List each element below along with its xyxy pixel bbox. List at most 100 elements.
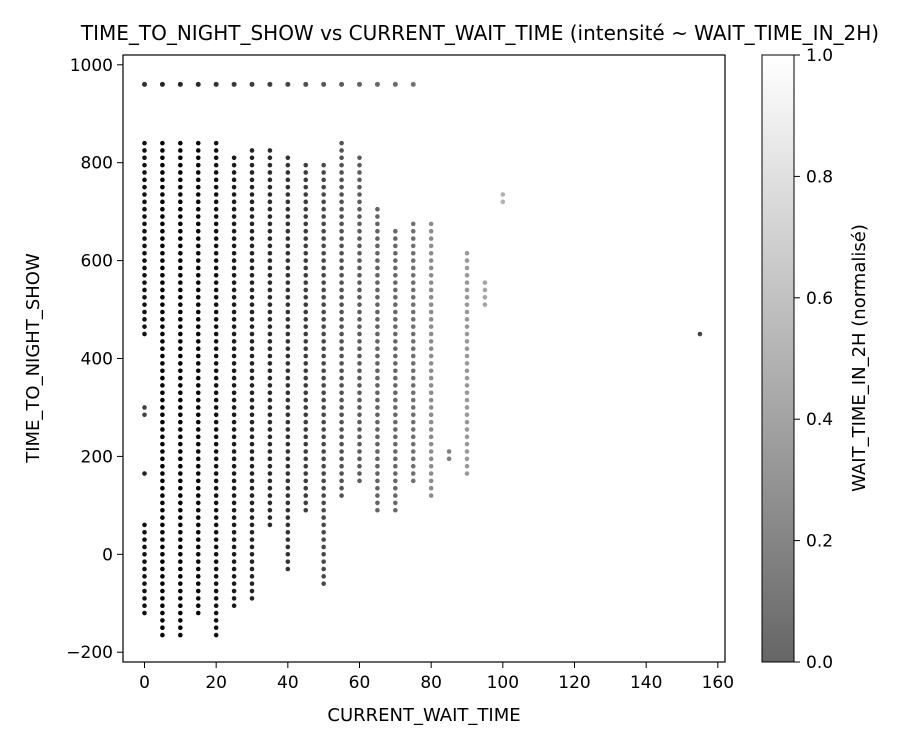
- scatter-point: [267, 236, 273, 241]
- scatter-point: [410, 471, 416, 476]
- scatter-point: [357, 258, 362, 263]
- scatter-point: [160, 162, 165, 168]
- scatter-point: [249, 515, 255, 520]
- scatter-point: [428, 346, 434, 352]
- scatter-point: [142, 250, 147, 256]
- scatter-point: [393, 236, 398, 241]
- scatter-point: [339, 148, 344, 153]
- scatter-point: [231, 515, 237, 520]
- scatter-point: [231, 405, 237, 410]
- scatter-point: [249, 228, 255, 234]
- scatter-point: [231, 529, 237, 535]
- scatter-point: [142, 214, 147, 219]
- scatter-point: [410, 302, 416, 307]
- scatter-point: [303, 214, 309, 219]
- scatter-point: [231, 456, 237, 462]
- scatter-point: [410, 397, 416, 403]
- scatter-point: [195, 206, 201, 212]
- scatter-point: [321, 81, 327, 87]
- scatter-point: [697, 331, 703, 337]
- scatter-point: [464, 250, 470, 256]
- y-tick-label: 600: [81, 252, 113, 272]
- scatter-point: [195, 346, 201, 352]
- scatter-point: [357, 243, 362, 249]
- scatter-point: [178, 529, 183, 535]
- scatter-point: [303, 471, 309, 476]
- scatter-point: [464, 295, 470, 300]
- scatter-point: [428, 272, 434, 278]
- scatter-point: [500, 192, 506, 197]
- scatter-point: [142, 581, 147, 586]
- scatter-point: [249, 250, 255, 256]
- scatter-point: [231, 317, 237, 322]
- scatter-point: [410, 236, 416, 241]
- scatter-point: [464, 390, 470, 396]
- scatter-point: [428, 295, 434, 300]
- scatter-point: [213, 618, 219, 623]
- scatter-point: [375, 463, 380, 469]
- scatter-point: [285, 390, 291, 396]
- scatter-point: [375, 412, 380, 418]
- scatter-point: [142, 317, 147, 322]
- scatter-point: [231, 588, 237, 594]
- scatter-point: [142, 199, 147, 205]
- scatter-point: [357, 287, 362, 293]
- scatter-point: [303, 500, 309, 506]
- scatter-point: [464, 361, 470, 366]
- scatter-point: [195, 177, 201, 183]
- scatter-point: [213, 441, 219, 447]
- scatter-point: [410, 478, 416, 484]
- scatter-point: [160, 507, 165, 513]
- scatter-point: [321, 170, 326, 175]
- scatter-point: [464, 405, 470, 410]
- scatter-point: [142, 206, 147, 212]
- scatter-point: [231, 228, 237, 234]
- scatter-point: [142, 170, 147, 175]
- scatter-point: [285, 441, 291, 447]
- colorbar-tick-label: 0.2: [806, 532, 833, 552]
- scatter-point: [285, 309, 291, 315]
- scatter-point: [303, 243, 309, 249]
- scatter-point: [231, 463, 237, 469]
- scatter-point: [213, 221, 219, 227]
- scatter-point: [464, 383, 470, 388]
- scatter-point: [142, 331, 147, 337]
- scatter-point: [393, 280, 398, 285]
- scatter-point: [375, 390, 380, 396]
- scatter-point: [375, 221, 380, 227]
- scatter-point: [249, 280, 255, 285]
- scatter-point: [231, 265, 237, 271]
- plot-frame: [122, 54, 726, 663]
- scatter-point: [285, 170, 291, 175]
- scatter-point: [160, 346, 165, 352]
- x-tick-label: 0: [139, 673, 150, 693]
- scatter-point: [213, 515, 219, 520]
- scatter-point: [393, 434, 398, 440]
- scatter-point: [303, 81, 309, 87]
- scatter-point: [267, 331, 273, 337]
- scatter-point: [231, 500, 237, 506]
- scatter-point: [195, 596, 201, 601]
- scatter-point: [285, 493, 291, 498]
- scatter-point: [392, 81, 398, 87]
- scatter-point: [213, 419, 219, 425]
- scatter-point: [142, 81, 147, 87]
- scatter-point: [267, 522, 273, 528]
- scatter-point: [357, 184, 362, 190]
- scatter-point: [357, 412, 362, 418]
- scatter-point: [231, 280, 237, 285]
- scatter-point: [195, 456, 201, 462]
- scatter-point: [178, 170, 183, 175]
- scatter-point: [339, 331, 344, 337]
- scatter-point: [357, 331, 362, 337]
- scatter-point: [339, 81, 345, 87]
- scatter-point: [249, 427, 255, 432]
- scatter-point: [160, 383, 165, 388]
- scatter-point: [339, 419, 344, 425]
- scatter-point: [321, 280, 326, 285]
- scatter-point: [393, 390, 398, 396]
- scatter-point: [285, 162, 291, 168]
- scatter-point: [321, 515, 326, 520]
- scatter-point: [339, 199, 344, 205]
